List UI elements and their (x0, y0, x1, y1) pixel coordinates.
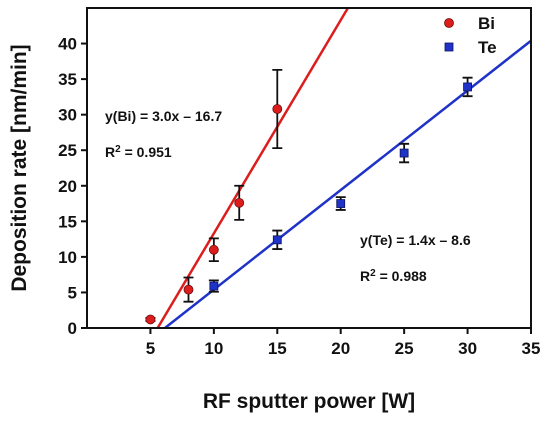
marker-te (272, 235, 282, 245)
annotation-bi-r2: R2 = 0.951 (105, 144, 172, 161)
x-tick-label: 10 (204, 339, 223, 358)
marker-bi (145, 314, 156, 325)
y-tick-label: 0 (68, 319, 77, 338)
r2-base: R (105, 144, 115, 160)
x-tick-label: 35 (522, 339, 541, 358)
marker-bi (272, 104, 283, 114)
y-tick-label: 10 (58, 248, 77, 267)
y-tick-label: 15 (58, 212, 77, 231)
data-point-te (462, 76, 473, 98)
x-tick-label: 20 (331, 339, 350, 358)
r2-base: R (360, 268, 370, 284)
data-point-te (335, 196, 346, 211)
legend-label-bi: Bi (478, 14, 495, 33)
y-axis-label: Deposition rate [nm/min] (8, 44, 31, 291)
marker-bi (234, 197, 245, 208)
marker-te (463, 82, 472, 92)
x-axis-ticks: 5 10 15 20 25 30 35 (146, 328, 541, 358)
r2-value: = 0.951 (121, 144, 172, 160)
data-point-te (208, 279, 219, 293)
legend-marker-te (444, 42, 454, 52)
fit-line-bi (156, 7, 349, 329)
data-point-te (272, 229, 283, 250)
marker-te (209, 281, 219, 291)
annotation-bi-equation: y(Bi) = 3.0x – 16.7 (105, 108, 222, 124)
annotation-te-r2: R2 = 0.988 (360, 268, 427, 285)
data-point-bi (272, 68, 283, 149)
y-tick-label: 40 (58, 35, 77, 54)
marker-bi (183, 284, 194, 295)
x-tick-label: 5 (146, 339, 155, 358)
r2-value: = 0.988 (376, 268, 427, 284)
fit-line-te (164, 39, 532, 329)
marker-bi (208, 244, 219, 255)
plot-frame (86, 7, 532, 329)
y-tick-label: 5 (68, 283, 77, 302)
r2-superscript: 2 (115, 144, 121, 155)
data-points (145, 68, 473, 325)
legend-label-te: Te (478, 38, 497, 57)
legend: Bi Te (444, 14, 497, 57)
y-tick-label: 30 (58, 106, 77, 125)
r2-superscript: 2 (370, 268, 376, 279)
x-tick-label: 30 (458, 339, 477, 358)
data-point-te (399, 142, 410, 164)
data-point-bi (234, 184, 245, 221)
marker-te (399, 148, 409, 158)
data-point-bi (145, 314, 156, 325)
y-tick-label: 20 (58, 177, 77, 196)
y-axis-ticks: 0 5 10 15 20 25 30 35 40 (58, 35, 87, 338)
x-tick-label: 25 (395, 339, 414, 358)
data-point-bi (208, 237, 219, 263)
annotation-te-equation: y(Te) = 1.4x – 8.6 (360, 232, 471, 248)
y-tick-label: 25 (58, 141, 77, 160)
marker-te (336, 199, 346, 208)
data-point-bi (183, 276, 194, 303)
y-tick-label: 35 (58, 70, 77, 89)
x-axis-label: RF sputter power [W] (203, 390, 415, 413)
x-tick-label: 15 (268, 339, 287, 358)
legend-marker-bi (444, 18, 454, 28)
